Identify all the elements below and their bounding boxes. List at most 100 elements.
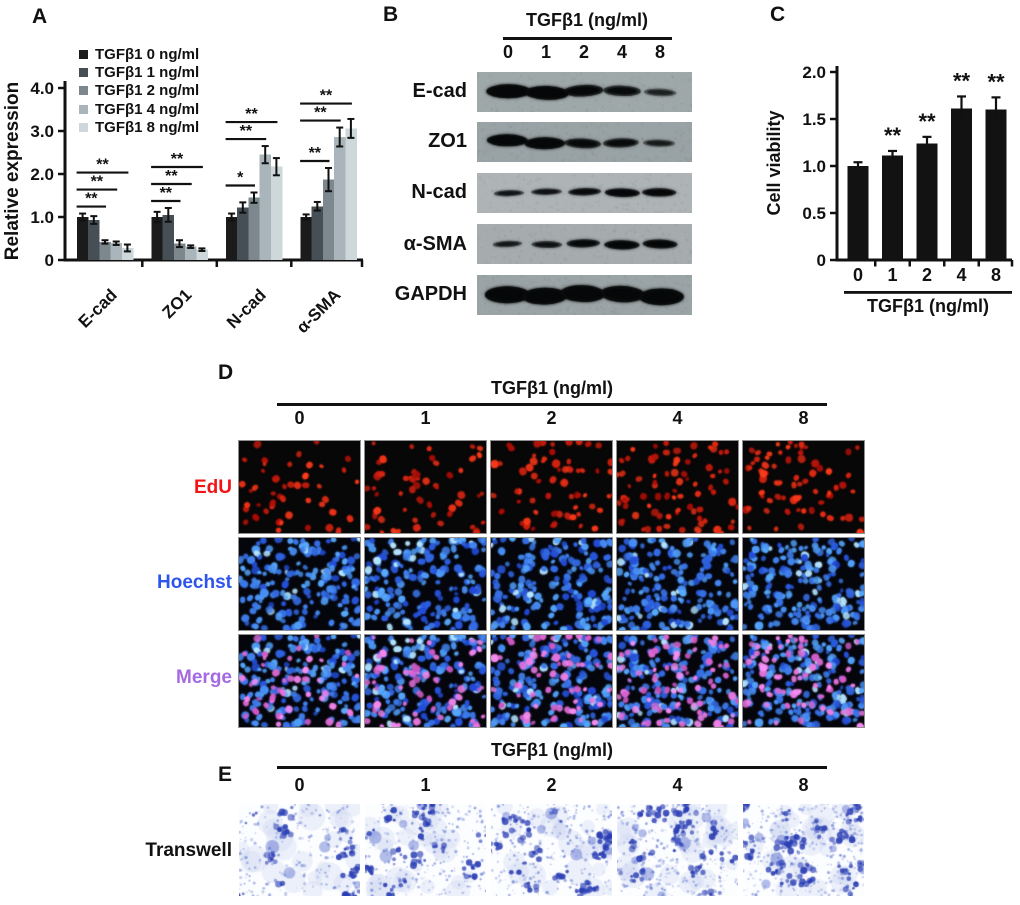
- legend-swatch: [79, 68, 88, 78]
- panel-b-treatment-title: TGFβ1 (ng/ml): [526, 10, 648, 30]
- transwell-image-dose-0: [239, 804, 360, 896]
- blot-image-α-SMA: [477, 224, 692, 264]
- legend-swatch: [79, 123, 88, 133]
- y-tick-label: 3.0: [30, 122, 54, 141]
- hoechst-row-label: Hoechst: [157, 572, 232, 593]
- y-tick-label: 2.0: [802, 63, 826, 82]
- sig-stars: **: [309, 145, 322, 162]
- bar: [88, 220, 100, 260]
- y-tick-label: 2.0: [30, 165, 54, 184]
- panel-a-chart: 01.02.03.04.0***********************E-ca…: [2, 79, 364, 337]
- bar: [248, 197, 260, 260]
- legend-swatch: [79, 86, 88, 96]
- panel-b-dose-label-8: 8: [654, 42, 666, 62]
- panel-b-dose-label-0: 0: [502, 42, 514, 62]
- merge-row-label: Merge: [176, 667, 232, 688]
- edu-row-label: EdU: [194, 477, 232, 498]
- bar: [151, 217, 163, 260]
- panel-e-header-line: [277, 766, 827, 769]
- legend-label: TGFβ1 0 ng/ml: [95, 45, 200, 63]
- sig-stars: **: [320, 88, 333, 105]
- legend-item: TGFβ1 1 ng/ml: [79, 63, 199, 81]
- panel-b-dose-label-1: 1: [540, 42, 552, 62]
- panel-d-dose-label-2: 2: [546, 408, 557, 428]
- legend-swatch: [79, 104, 88, 114]
- panel-d-hoechst-image-dose-8: [742, 537, 865, 631]
- panel-e-dose-label-8: 8: [798, 775, 809, 795]
- blot-row-label-2: N-cad: [411, 181, 467, 203]
- sig-stars: *: [237, 169, 244, 186]
- y-tick-label: 4.0: [30, 79, 54, 98]
- legend-label: TGFβ1 4 ng/ml: [95, 100, 200, 118]
- category-label: N-cad: [223, 285, 270, 332]
- sig-stars: **: [91, 174, 104, 191]
- transwell-image-dose-4: [617, 804, 738, 896]
- bar: [77, 217, 89, 260]
- y-tick-label: 0.5: [802, 204, 826, 223]
- blot-row-label-1: ZO1: [428, 130, 467, 152]
- panel-d-edu-image-dose-0: [238, 440, 361, 534]
- panel-c-label: C: [770, 3, 786, 26]
- legend-item: TGFβ1 2 ng/ml: [79, 82, 199, 100]
- sig-stars: **: [918, 109, 936, 134]
- panel-d-merge-image-dose-1: [364, 634, 487, 728]
- panel-d-treatment-title: TGFβ1 (ng/ml): [491, 378, 613, 398]
- bar: [334, 137, 346, 260]
- y-tick-label: 1.0: [802, 157, 826, 176]
- bar: [916, 143, 938, 260]
- bar: [162, 214, 175, 260]
- panel-e-label: E: [218, 763, 233, 786]
- panel-a-legend: TGFβ1 0 ng/ml TGFβ1 1 ng/ml TGFβ1 2 ng/ml T…: [79, 45, 199, 137]
- panel-e-treatment-title: TGFβ1 (ng/ml): [491, 740, 613, 760]
- bar: [322, 179, 335, 260]
- legend-item: TGFβ1 4 ng/ml: [79, 100, 199, 118]
- sig-stars: **: [165, 168, 178, 185]
- legend-item: TGFβ1 8 ng/ml: [79, 119, 199, 137]
- y-tick-label: 1.5: [802, 110, 826, 129]
- sig-stars: **: [171, 151, 184, 168]
- sig-stars: **: [245, 106, 258, 123]
- panel-d-merge-image-dose-0: [238, 634, 361, 728]
- x-axis-underline: [844, 291, 1012, 294]
- blot-row-label-0: E-cad: [412, 80, 467, 102]
- panel-d-edu-image-dose-4: [616, 440, 739, 534]
- panel-b-dose-label-2: 2: [578, 42, 590, 62]
- panel-d-hoechst-image-dose-4: [616, 537, 739, 631]
- panel-e-dose-label-0: 0: [294, 775, 305, 795]
- panel-d-edu-image-dose-1: [364, 440, 487, 534]
- legend-label: TGFβ1 8 ng/ml: [95, 119, 200, 137]
- x-tick-label: 1: [887, 265, 897, 285]
- x-axis-title: TGFβ1 (ng/ml): [867, 296, 989, 316]
- bar: [259, 154, 272, 260]
- sig-stars: **: [160, 185, 173, 202]
- panel-e-dose-label-2: 2: [546, 775, 557, 795]
- bar: [882, 155, 903, 260]
- x-tick-label: 2: [922, 265, 932, 285]
- panel-d-edu-image-dose-8: [742, 440, 865, 534]
- category-label: ZO1: [159, 285, 196, 322]
- transwell-image-dose-1: [365, 804, 486, 896]
- legend-swatch: [79, 49, 88, 59]
- category-label: α-SMA: [293, 285, 345, 337]
- sig-stars: **: [953, 68, 971, 93]
- x-tick-label: 0: [853, 265, 863, 285]
- panel-d-dose-label-4: 4: [672, 408, 683, 428]
- bar: [110, 243, 123, 260]
- bar: [196, 249, 208, 260]
- panel-e-dose-label-1: 1: [420, 775, 431, 795]
- blot-row-label-3: α-SMA: [403, 233, 467, 255]
- bar: [185, 246, 197, 260]
- bar: [985, 109, 1007, 260]
- panel-d-label: D: [218, 361, 234, 384]
- sig-stars: **: [240, 123, 253, 140]
- legend-label: TGFβ1 1 ng/ml: [95, 64, 200, 82]
- y-tick-label: 0: [817, 251, 826, 270]
- panel-d-dose-label-1: 1: [420, 408, 431, 428]
- category-label: E-cad: [75, 285, 121, 331]
- blot-image-ZO1: [477, 122, 692, 162]
- sig-stars: **: [884, 123, 902, 148]
- x-tick-label: 4: [956, 265, 966, 285]
- bar: [121, 247, 134, 260]
